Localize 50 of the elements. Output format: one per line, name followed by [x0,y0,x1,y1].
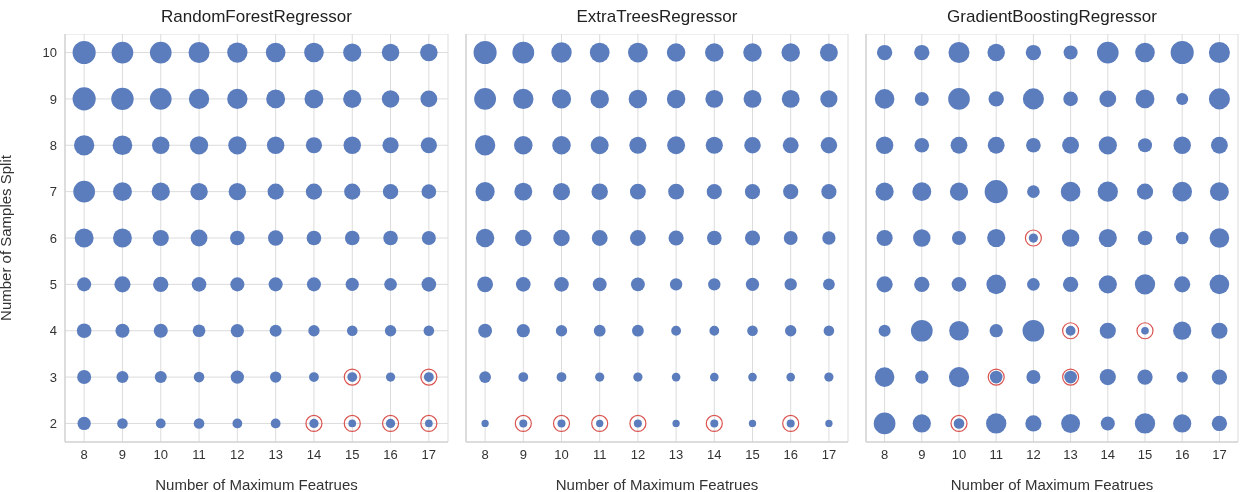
chart-title: ExtraTreesRegressor [575,6,739,28]
x-tick-label: 13 [668,447,684,463]
point [950,414,968,433]
x-tick-label: 17 [1212,447,1227,463]
x-tick-label: 11 [192,447,206,463]
x-tick-label: 15 [345,447,360,463]
x-tick-label: 14 [707,447,722,463]
x-tick-label: 9 [519,447,527,463]
y-tick-label: 8 [49,137,57,153]
y-tick-label: 4 [49,323,57,339]
y-tick-label: 5 [49,276,57,292]
point [1024,229,1042,247]
y-tick-label: 10 [42,45,57,61]
x-tick-label: 14 [306,447,322,463]
y-axis-title: Number of Samples Split [0,154,15,321]
x-tick-label: 11 [592,447,607,463]
x-tick-label: 9 [118,447,127,463]
chart-title: RandomForestRegressor [160,6,353,28]
y-tick-label: 7 [49,184,57,200]
x-tick-label: 17 [421,447,437,463]
x-tick-label: 17 [821,447,837,463]
x-tick-label: 15 [1137,447,1153,463]
x-axis-title: Number of Maximum Featrues [950,476,1154,492]
x-tick-label: 10 [554,447,569,463]
y-tick-label: 9 [49,91,57,107]
x-tick-label: 16 [1174,447,1190,463]
x-tick-label: 10 [951,447,967,463]
point [1136,322,1154,340]
y-tick-label: 6 [49,230,57,246]
x-tick-label: 14 [1100,447,1116,463]
x-tick-label: 16 [783,447,798,463]
x-tick-label: 13 [268,447,283,463]
x-tick-label: 9 [918,447,926,463]
x-tick-label: 8 [481,447,489,463]
x-tick-label: 11 [989,447,1003,463]
x-tick-label: 15 [745,447,760,463]
x-tick-label: 8 [80,447,88,463]
x-axis-title: Number of Maximum Featrues [155,476,358,492]
x-tick-label: 12 [1026,447,1041,463]
x-axis-title: Number of Maximum Featrues [555,476,759,492]
x-tick-label: 10 [153,447,168,463]
point [1062,322,1080,340]
x-tick-label: 13 [1063,447,1078,463]
x-tick-label: 8 [880,447,889,463]
y-tick-label: 3 [49,369,57,385]
chart-title: GradientBoostingRegressor [946,6,1158,28]
x-tick-label: 12 [230,447,245,463]
y-tick-label: 2 [49,416,57,432]
x-tick-label: 12 [630,447,646,463]
x-tick-label: 16 [383,447,398,463]
